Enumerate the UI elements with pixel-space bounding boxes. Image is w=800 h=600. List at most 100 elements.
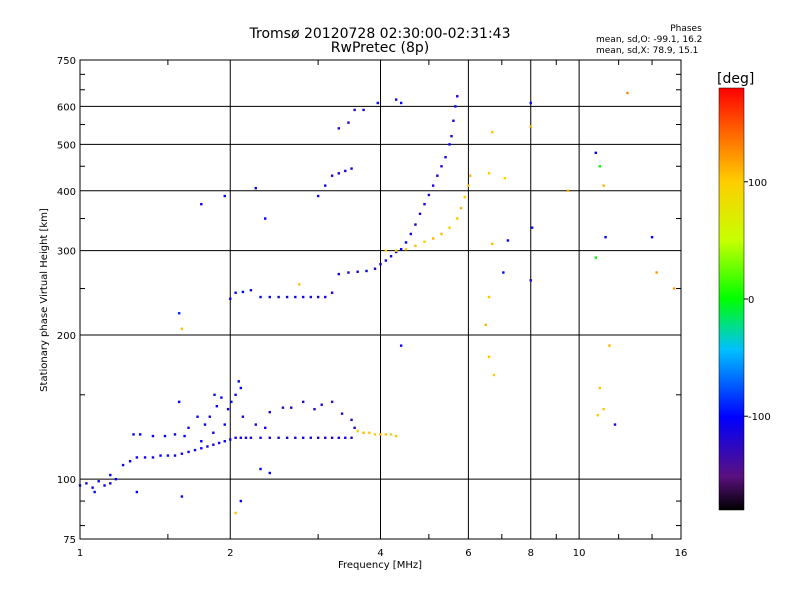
data-point xyxy=(220,396,223,399)
data-point xyxy=(249,289,253,292)
data-point xyxy=(239,499,243,503)
data-point xyxy=(212,431,215,434)
data-point xyxy=(237,380,240,383)
data-point xyxy=(463,195,466,199)
data-point xyxy=(264,426,267,430)
data-point xyxy=(602,184,605,187)
data-point xyxy=(135,456,139,459)
data-point xyxy=(316,295,320,299)
data-point xyxy=(529,279,532,282)
data-point xyxy=(241,290,245,294)
data-point xyxy=(399,101,403,105)
data-point xyxy=(177,312,181,315)
data-point xyxy=(290,406,293,409)
data-point xyxy=(200,447,203,450)
data-point xyxy=(223,194,226,198)
data-point xyxy=(166,454,170,457)
data-point xyxy=(217,441,221,445)
data-point xyxy=(268,471,271,475)
data-point xyxy=(427,193,431,197)
phase-o-values: -99.1, 16.2 xyxy=(653,35,703,45)
data-point xyxy=(277,436,280,439)
data-point xyxy=(423,202,426,206)
data-point xyxy=(672,287,676,290)
data-point xyxy=(492,373,496,377)
data-point xyxy=(91,486,94,489)
data-point xyxy=(484,323,487,327)
data-point xyxy=(163,434,167,438)
data-point xyxy=(379,263,382,266)
data-point xyxy=(330,174,334,177)
data-point xyxy=(431,237,435,240)
data-point xyxy=(456,217,459,220)
data-point xyxy=(206,445,209,448)
data-point xyxy=(444,156,447,159)
data-point xyxy=(281,406,285,409)
data-point xyxy=(379,433,382,436)
data-point xyxy=(467,184,470,187)
data-point xyxy=(491,242,494,245)
data-point xyxy=(344,169,347,173)
y-tick-label: 200 xyxy=(57,331,76,342)
colorbar-tick-label: 100 xyxy=(748,178,767,189)
data-point xyxy=(604,235,607,239)
phase-x-label: mean, sd,X: xyxy=(596,46,650,56)
data-point xyxy=(404,248,408,251)
data-point xyxy=(650,235,654,239)
data-point xyxy=(399,248,403,251)
data-point xyxy=(365,269,368,273)
data-point xyxy=(128,460,132,463)
data-point xyxy=(151,434,155,438)
y-tick-label: 100 xyxy=(57,475,76,486)
data-point xyxy=(173,433,177,436)
data-point xyxy=(529,101,532,105)
data-point xyxy=(173,454,177,457)
data-point xyxy=(330,436,334,439)
data-point xyxy=(316,194,320,198)
data-point xyxy=(404,241,408,244)
y-tick-label: 75 xyxy=(63,535,76,546)
data-point xyxy=(456,95,459,98)
data-point xyxy=(454,105,457,108)
data-point xyxy=(448,226,451,229)
data-point xyxy=(613,423,617,426)
data-point xyxy=(384,259,388,262)
y-axis-label: Stationary phase Virtual Height [km] xyxy=(39,208,50,392)
data-point xyxy=(503,176,507,180)
colorbar-unit-label: [deg] xyxy=(717,71,754,87)
data-point xyxy=(423,240,426,243)
colorbar-tick-label: -100 xyxy=(748,412,771,423)
data-point xyxy=(301,400,305,404)
data-point xyxy=(268,410,271,414)
data-point xyxy=(394,250,398,254)
data-point xyxy=(109,473,112,477)
data-point xyxy=(241,415,245,418)
data-point xyxy=(229,297,232,300)
data-point xyxy=(487,295,491,299)
y-tick-label: 600 xyxy=(57,102,76,113)
data-point xyxy=(344,436,347,439)
data-point xyxy=(268,436,271,439)
data-point xyxy=(440,232,443,236)
data-point xyxy=(373,433,377,436)
data-point xyxy=(93,490,96,494)
data-point xyxy=(368,431,371,434)
data-point xyxy=(350,167,353,170)
data-point xyxy=(103,484,106,487)
data-point xyxy=(566,189,570,192)
chart-title: Tromsø 20120728 02:30:00-02:31:43 xyxy=(249,26,511,42)
data-point xyxy=(239,386,243,390)
data-point xyxy=(376,101,379,105)
data-point xyxy=(268,295,271,299)
colorbar-tick-label: 0 xyxy=(748,295,754,306)
data-point xyxy=(353,426,356,430)
x-tick-label: 1 xyxy=(77,548,83,559)
data-point xyxy=(337,436,341,439)
data-point xyxy=(602,407,605,411)
data-point xyxy=(362,431,365,434)
data-point xyxy=(294,436,297,439)
data-point xyxy=(187,426,190,430)
data-point xyxy=(109,482,112,485)
data-point xyxy=(384,249,388,252)
data-point xyxy=(394,249,398,252)
